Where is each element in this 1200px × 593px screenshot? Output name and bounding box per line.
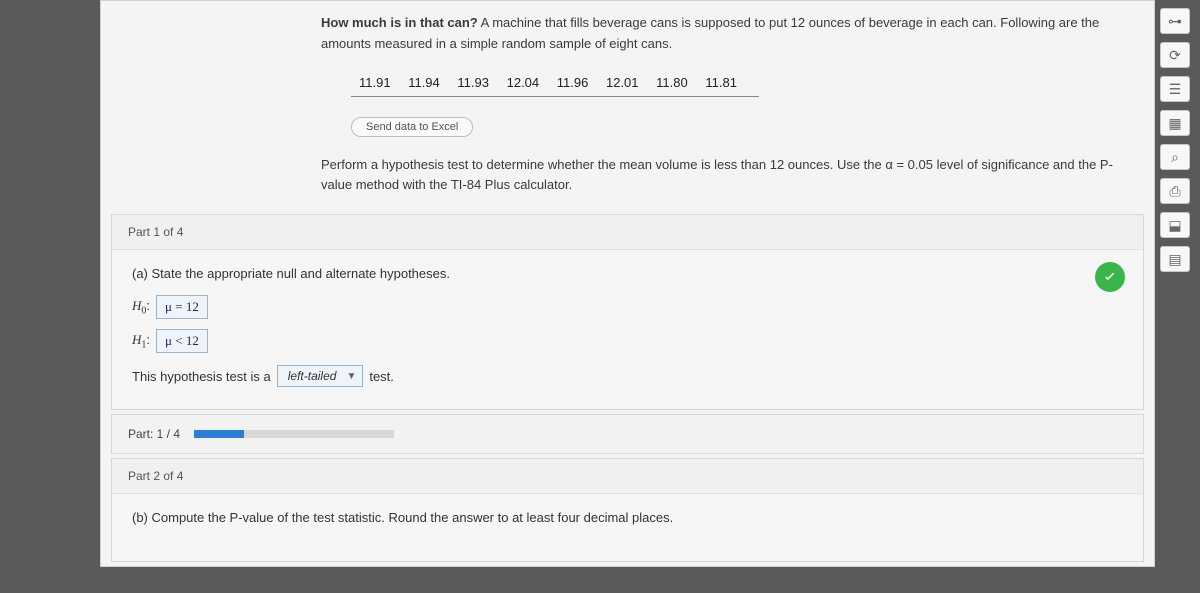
data-val: 12.01 (606, 75, 639, 90)
part-2-header: Part 2 of 4 (112, 459, 1143, 494)
h0-answer-box[interactable]: μ = 12 (156, 295, 208, 319)
tail-post-text: test. (369, 369, 394, 384)
link-icon[interactable]: ⊶ (1160, 8, 1190, 34)
refresh-icon[interactable]: ⟳ (1160, 42, 1190, 68)
send-to-excel-button[interactable]: Send data to Excel (351, 117, 473, 137)
correct-check-icon (1095, 262, 1125, 292)
tail-type-select[interactable]: left-tailed ▼ (277, 365, 364, 387)
data-val: 11.96 (557, 75, 589, 90)
part-1-question: (a) State the appropriate null and alter… (132, 266, 1123, 281)
problem-statement: How much is in that can? A machine that … (101, 1, 1154, 63)
alt-hypothesis-row: H1: μ < 12 (132, 329, 1123, 353)
part-1-section: Part 1 of 4 (a) State the appropriate nu… (111, 214, 1144, 410)
h0-symbol: H (132, 298, 141, 313)
progress-fill (194, 430, 244, 438)
chevron-down-icon: ▼ (346, 371, 356, 382)
h1-symbol: H (132, 332, 141, 347)
right-toolbar: ⊶ ⟳ ☰ ▦ ⌕ ⎙ ⬓ ▤ (1160, 8, 1194, 272)
table-icon[interactable]: ▦ (1160, 110, 1190, 136)
problem-lead-bold: How much is in that can? (321, 15, 478, 30)
data-val: 11.91 (359, 75, 391, 90)
h1-answer-box[interactable]: μ < 12 (156, 329, 208, 353)
h1-colon: : (146, 332, 150, 347)
h0-colon: : (146, 298, 150, 313)
data-val: 11.80 (656, 75, 688, 90)
part-2-question: (b) Compute the P-value of the test stat… (132, 510, 1123, 525)
part-1-body: (a) State the appropriate null and alter… (112, 250, 1143, 409)
content-viewport: How much is in that can? A machine that … (100, 0, 1155, 567)
part-2-body: (b) Compute the P-value of the test stat… (112, 494, 1143, 561)
zoom-icon[interactable]: ⌕ (1160, 144, 1190, 170)
doc-icon[interactable]: ☰ (1160, 76, 1190, 102)
problem-panel: How much is in that can? A machine that … (100, 0, 1155, 567)
save-icon[interactable]: ⬓ (1160, 212, 1190, 238)
part-2-section: Part 2 of 4 (b) Compute the P-value of t… (111, 458, 1144, 562)
tail-value: left-tailed (288, 369, 337, 383)
tail-pre-text: This hypothesis test is a (132, 369, 271, 384)
print-icon[interactable]: ⎙ (1160, 178, 1190, 204)
part-1-header: Part 1 of 4 (112, 215, 1143, 250)
sample-data-row: 11.91 11.94 11.93 12.04 11.96 12.01 11.8… (351, 71, 759, 97)
progress-track (194, 430, 394, 438)
null-hypothesis-row: H0: μ = 12 (132, 295, 1123, 319)
progress-row: Part: 1 / 4 (111, 414, 1144, 454)
data-val: 11.93 (457, 75, 489, 90)
grid-icon[interactable]: ▤ (1160, 246, 1190, 272)
tail-type-row: This hypothesis test is a left-tailed ▼ … (132, 365, 1123, 387)
data-val: 12.04 (507, 75, 540, 90)
data-val: 11.81 (705, 75, 737, 90)
data-val: 11.94 (408, 75, 440, 90)
progress-label: Part: 1 / 4 (128, 427, 180, 441)
problem-instruction: Perform a hypothesis test to determine w… (101, 151, 1154, 211)
